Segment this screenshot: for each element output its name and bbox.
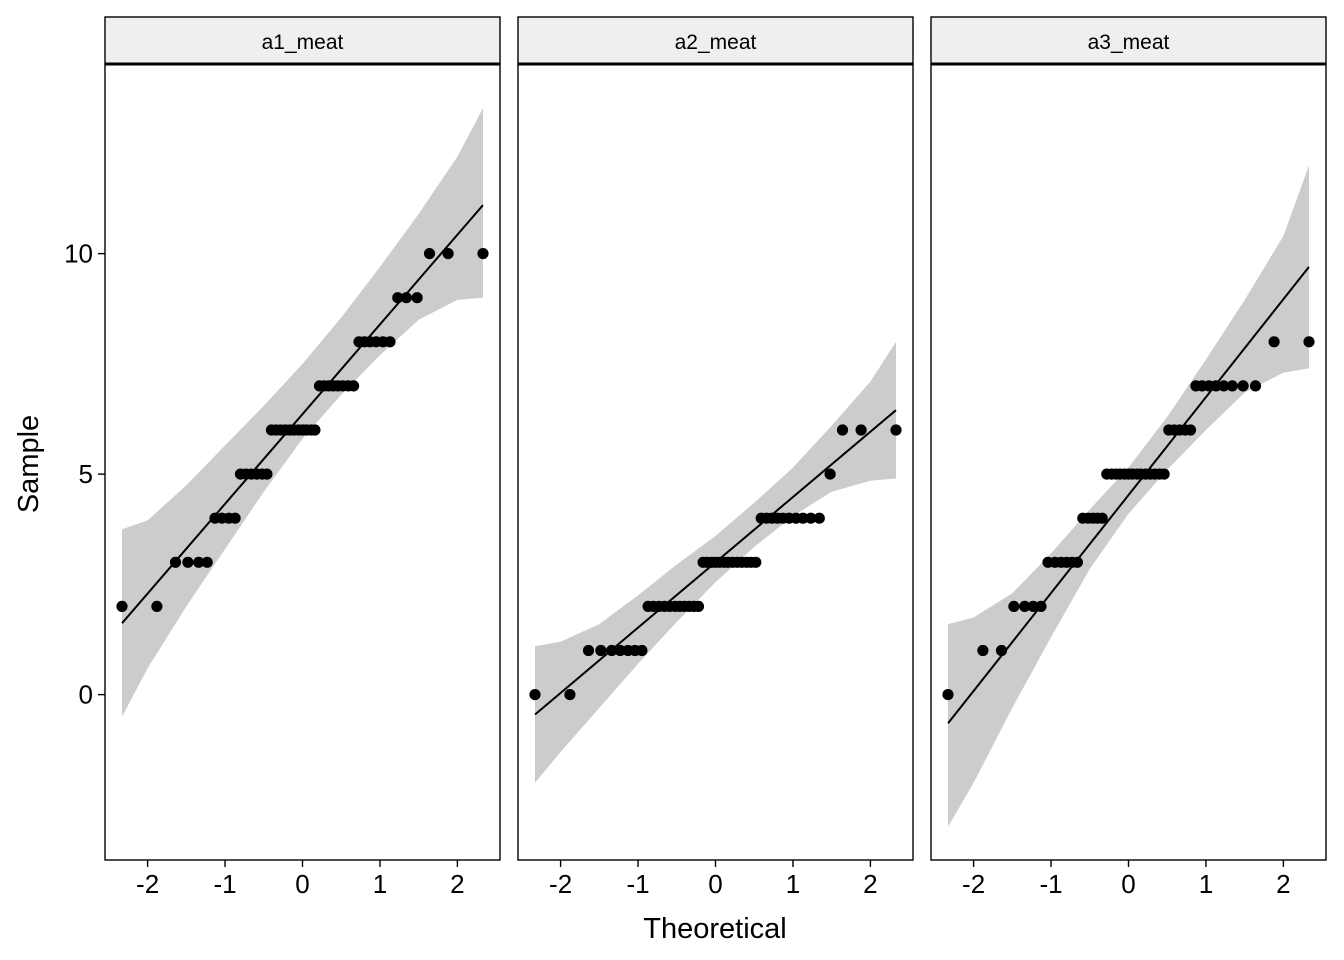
axes: -2 -1 0 1 2 -2 -1 0 1 2 -2 -1 0 1 2 0 5 10 xyxy=(64,239,1291,899)
facet-strip xyxy=(104,16,501,65)
facet-strip-label: a3_meat xyxy=(1088,31,1170,54)
facet-panels: a1_meat a2_meat a3_meat xyxy=(104,16,1327,861)
data-point xyxy=(1237,380,1249,392)
data-point xyxy=(1303,336,1315,348)
data-point xyxy=(805,512,817,524)
data-point xyxy=(1210,380,1222,392)
data-point xyxy=(182,556,194,568)
data-point xyxy=(229,512,241,524)
data-point xyxy=(400,292,412,304)
data-point xyxy=(309,424,321,436)
data-point xyxy=(193,556,205,568)
data-point xyxy=(201,556,213,568)
x-tick-label: -2 xyxy=(136,869,159,899)
x-tick-label: 1 xyxy=(786,869,800,899)
x-tick-label: 2 xyxy=(1276,869,1290,899)
data-point xyxy=(1008,600,1020,613)
x-tick-label: 2 xyxy=(863,869,877,899)
data-point xyxy=(392,292,404,304)
facet-strip xyxy=(930,16,1327,65)
data-point xyxy=(1249,380,1262,392)
data-point xyxy=(169,556,182,568)
facet-strip xyxy=(517,16,914,65)
data-point xyxy=(797,512,809,524)
data-point xyxy=(1019,600,1031,613)
data-point xyxy=(942,689,954,701)
x-tick-label: -1 xyxy=(626,869,649,899)
data-point xyxy=(1268,336,1280,348)
data-point xyxy=(606,644,618,657)
x-tick-label: 1 xyxy=(373,869,387,899)
y-tick-label: 0 xyxy=(79,680,93,710)
data-point xyxy=(151,600,163,613)
data-point xyxy=(423,248,436,260)
data-point xyxy=(529,689,541,701)
data-point xyxy=(384,336,396,348)
x-tick-label: 2 xyxy=(450,869,464,899)
data-point xyxy=(836,424,849,436)
data-point xyxy=(1071,556,1083,568)
facet-panel-a1_meat: a1_meat xyxy=(104,16,501,861)
facet-strip-label: a1_meat xyxy=(262,31,344,54)
data-point xyxy=(348,380,360,392)
y-tick-label: 5 xyxy=(79,459,93,489)
x-tick-label: -2 xyxy=(962,869,985,899)
x-tick-label: -1 xyxy=(1039,869,1062,899)
data-point xyxy=(855,424,867,436)
x-tick-label: -1 xyxy=(213,869,236,899)
data-point xyxy=(995,644,1008,657)
data-point xyxy=(261,468,273,480)
y-axis-title: Sample xyxy=(13,415,45,513)
x-axis-title: Theoretical xyxy=(643,913,786,945)
x-tick-label: -2 xyxy=(549,869,572,899)
data-point xyxy=(1218,380,1230,392)
facet-strip-label: a2_meat xyxy=(675,31,757,54)
data-point xyxy=(442,248,454,260)
data-point xyxy=(890,424,902,436)
data-point xyxy=(564,689,576,701)
data-point xyxy=(636,644,648,657)
y-tick-label: 10 xyxy=(64,239,93,269)
data-point xyxy=(1035,600,1047,613)
reference-line xyxy=(947,266,1310,724)
data-point xyxy=(411,292,423,304)
data-point xyxy=(595,644,607,657)
data-point xyxy=(1184,424,1197,436)
data-point xyxy=(477,248,489,260)
data-point xyxy=(614,644,626,657)
reference-line xyxy=(121,204,484,624)
data-point xyxy=(824,468,836,480)
data-point xyxy=(1096,512,1108,524)
data-point xyxy=(813,512,825,524)
data-point xyxy=(1158,468,1170,480)
x-tick-label: 0 xyxy=(1121,869,1135,899)
x-tick-label: 0 xyxy=(708,869,722,899)
x-tick-label: 1 xyxy=(1199,869,1213,899)
data-point xyxy=(1027,600,1039,613)
data-point xyxy=(1226,380,1238,392)
data-point xyxy=(116,600,128,613)
data-point xyxy=(750,556,762,568)
facet-panel-a2_meat: a2_meat xyxy=(517,16,914,861)
data-point xyxy=(582,644,595,657)
data-point xyxy=(977,644,989,657)
x-tick-label: 0 xyxy=(295,869,309,899)
data-point xyxy=(692,600,705,613)
facet-panel-a3_meat: a3_meat xyxy=(930,16,1327,861)
